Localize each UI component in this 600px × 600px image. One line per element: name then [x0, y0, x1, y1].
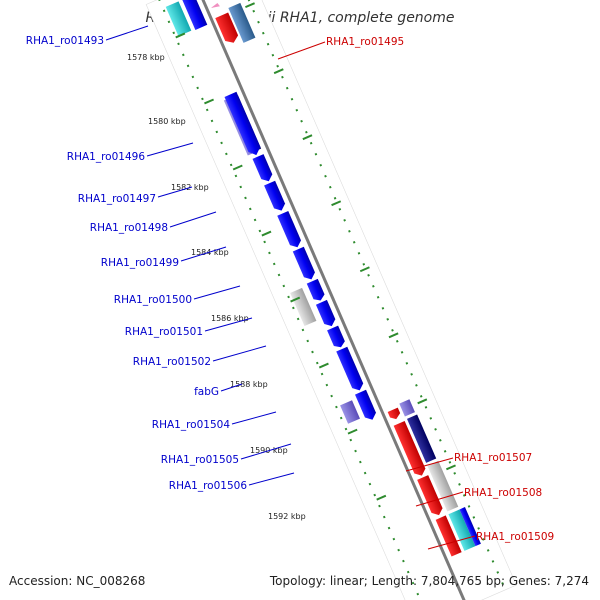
label-ro01509[interactable]: RHA1_ro01509 [476, 531, 554, 543]
label-ro01499[interactable]: RHA1_ro01499 [101, 257, 179, 269]
gene-ro01507[interactable] [387, 407, 402, 422]
label-ro01496[interactable]: RHA1_ro01496 [67, 151, 146, 163]
major-ticks [175, 2, 456, 501]
gene-ro01506[interactable] [355, 389, 378, 422]
label-ro01507[interactable]: RHA1_ro01507 [454, 452, 532, 464]
label-ro01508[interactable]: RHA1_ro01508 [464, 487, 542, 499]
label-fabG[interactable]: fabG [194, 386, 219, 398]
gene-ro01509-gray[interactable] [427, 460, 459, 512]
gene-steel[interactable] [228, 2, 256, 43]
tick-label-1578: 1578 kbp [127, 53, 165, 62]
gene-ro01508-navy[interactable] [406, 414, 437, 463]
gene-pink-small[interactable] [210, 2, 220, 10]
left-leaders [105, 25, 295, 486]
gene-fabG[interactable] [327, 325, 346, 350]
gene-ro01509[interactable] [417, 475, 444, 517]
label-ro01500[interactable]: RHA1_ro01500 [114, 294, 192, 306]
gene-ro01505-purple[interactable] [340, 400, 360, 424]
gene-bottom-cyan[interactable] [448, 509, 476, 551]
genome-axis [194, 0, 469, 600]
gene-ro01498[interactable] [264, 180, 287, 213]
label-ro01498[interactable]: RHA1_ro01498 [90, 222, 168, 234]
tick-label-1588: 1588 kbp [230, 380, 268, 389]
label-ro01502[interactable]: RHA1_ro01502 [133, 356, 211, 368]
genome-summary: Topology: linear; Length: 7,804,765 bp; … [269, 574, 589, 588]
gene-ro01495[interactable] [215, 12, 240, 45]
gene-ro01494[interactable] [182, 0, 208, 30]
gene-ro01499[interactable] [277, 210, 303, 250]
gene-bottom-blue[interactable] [459, 507, 481, 547]
tick-label-1592: 1592 kbp [268, 512, 306, 521]
gene-ro01502[interactable] [315, 299, 337, 329]
label-ro01506[interactable]: RHA1_ro01506 [169, 480, 248, 492]
tick-label-1580: 1580 kbp [148, 117, 186, 126]
label-ro01495[interactable]: RHA1_ro01495 [326, 36, 404, 48]
label-ro01505[interactable]: RHA1_ro01505 [161, 454, 239, 466]
tick-label-1586: 1586 kbp [211, 314, 249, 323]
gene-ro01501-gray[interactable] [290, 287, 317, 327]
gene-ro01493-cyan[interactable] [165, 1, 192, 37]
label-ro01501[interactable]: RHA1_ro01501 [125, 326, 203, 338]
gene-bottom-red[interactable] [435, 515, 462, 557]
label-ro01497[interactable]: RHA1_ro01497 [78, 193, 156, 205]
gene-ro01508[interactable] [393, 420, 428, 478]
gene-ro01497[interactable] [252, 154, 275, 184]
gene-ro01500[interactable] [292, 246, 317, 282]
right-leaders [277, 41, 476, 550]
gene-ro01504[interactable] [336, 346, 365, 393]
label-ro01493[interactable]: RHA1_ro01493 [26, 35, 104, 47]
gene-ro01501[interactable] [306, 278, 326, 303]
gene-ro01507-purple[interactable] [399, 399, 415, 417]
gene-blue-large[interactable] [224, 91, 262, 158]
label-ro01504[interactable]: RHA1_ro01504 [152, 419, 231, 431]
accession-text: Accession: NC_008268 [9, 574, 146, 588]
